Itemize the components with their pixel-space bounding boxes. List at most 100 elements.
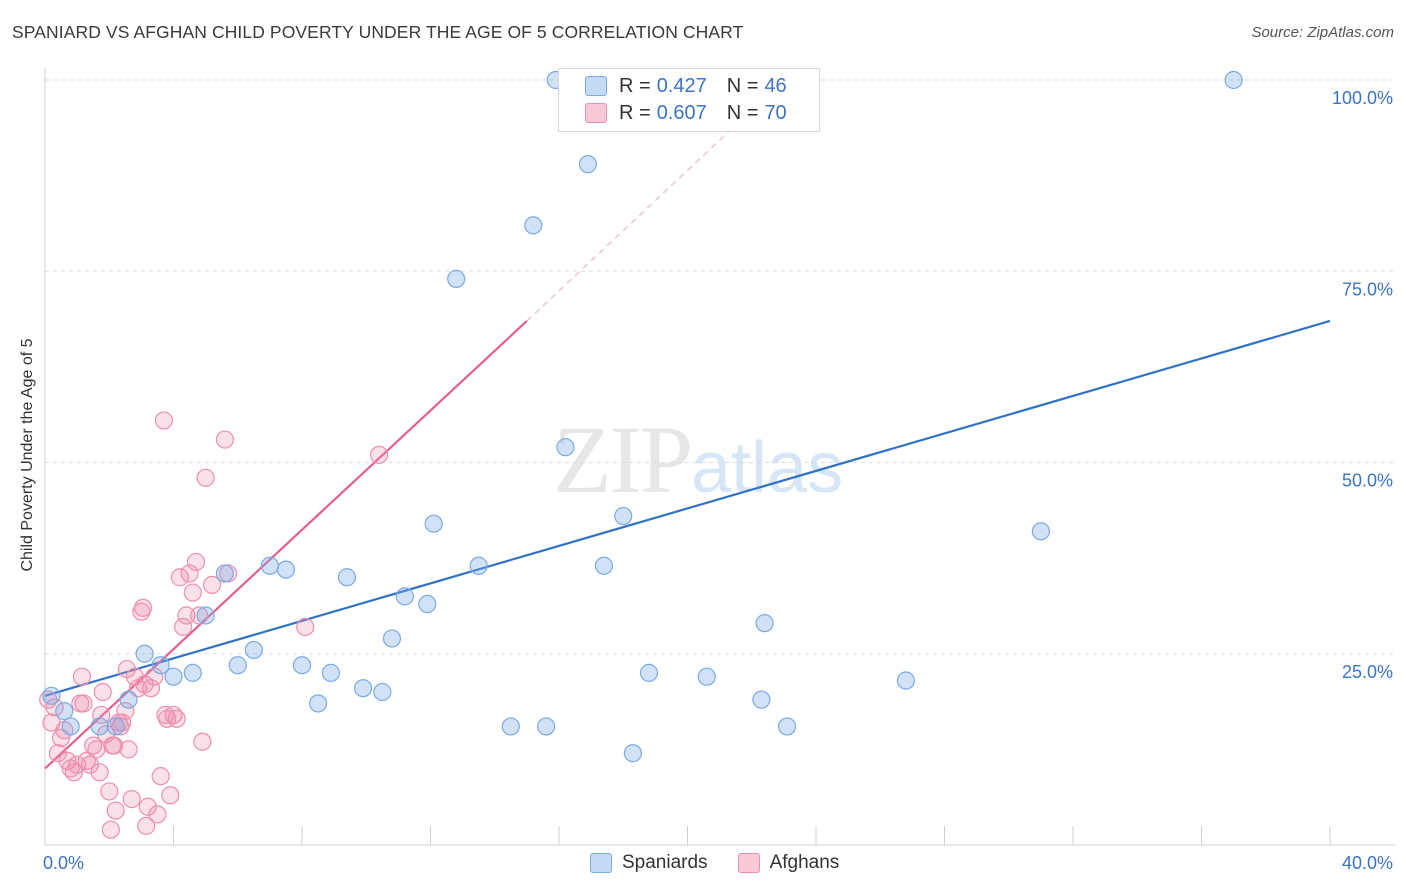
spaniard-point — [353, 679, 373, 698]
afghan-point — [48, 744, 67, 763]
afghan-point — [141, 679, 161, 698]
watermark: ZIPatlas — [553, 406, 844, 513]
legend-n-value: 70 — [764, 101, 787, 124]
spaniard-point — [424, 514, 443, 533]
afghans-trend-extension — [526, 79, 785, 322]
afghan-point — [145, 667, 164, 686]
legend-row-spaniards: R = 0.427 N = 46 — [585, 74, 787, 97]
legend-r-label: R = — [619, 74, 651, 97]
afghan-point — [138, 797, 157, 816]
spaniard-point — [537, 717, 556, 736]
spaniard-point — [614, 506, 633, 526]
afghan-point — [296, 617, 315, 637]
spaniard-point — [1224, 70, 1243, 90]
spaniard-point — [469, 556, 488, 575]
spaniard-point — [55, 702, 74, 721]
spaniards-label: Spaniards — [622, 852, 708, 873]
afghan-point — [122, 789, 141, 809]
series-legend-spaniards[interactable]: Spaniards — [590, 852, 708, 874]
afghan-point — [180, 564, 199, 583]
y-tick-label: 25.0% — [1342, 662, 1393, 682]
afghan-point — [74, 694, 93, 713]
spaniards-trend-line — [44, 319, 1331, 697]
afghan-point — [370, 445, 389, 464]
spaniard-point — [556, 438, 575, 457]
data-points — [39, 70, 1243, 839]
spaniard-point — [524, 216, 543, 235]
afghan-point — [174, 617, 193, 637]
afghans-trend-line — [44, 320, 528, 770]
spaniard-point — [752, 690, 771, 709]
correlation-legend: R = 0.427 N = 46 R = 0.607 N = 70 — [558, 68, 820, 132]
spaniards-swatch — [590, 853, 612, 873]
spaniard-point — [183, 663, 202, 682]
spaniard-point — [418, 594, 437, 614]
spaniard-point — [373, 682, 392, 702]
spaniard-point — [260, 556, 279, 575]
spaniard-point — [896, 671, 916, 690]
afghan-point — [183, 583, 202, 602]
spaniard-point — [106, 717, 125, 736]
spaniard-point — [119, 690, 138, 709]
spaniard-point — [501, 717, 520, 736]
trend-lines — [44, 79, 1331, 770]
afghan-point — [215, 430, 234, 449]
spaniard-point — [1031, 522, 1050, 541]
spaniard-point — [395, 587, 414, 606]
afghan-point — [72, 667, 92, 686]
afghan-point — [125, 667, 145, 686]
afghan-point — [101, 820, 120, 839]
afghan-point — [161, 786, 180, 805]
spaniard-point — [228, 656, 247, 675]
legend-n-label: N = — [726, 74, 759, 97]
legend-r-value: 0.427 — [656, 74, 707, 97]
axes — [44, 68, 1395, 846]
spaniard-point — [639, 663, 659, 682]
spaniard-point — [337, 568, 357, 587]
afghan-point — [68, 755, 87, 774]
afghan-point — [202, 575, 222, 595]
afghan-point — [154, 411, 173, 430]
spaniard-point — [196, 606, 215, 625]
afghan-point — [100, 782, 119, 801]
afghan-point — [133, 598, 153, 617]
series-legend-afghans[interactable]: Afghans — [737, 852, 840, 874]
afghan-point — [80, 755, 100, 774]
series-legend: Spaniards Afghans — [590, 852, 869, 874]
spaniard-point — [292, 656, 312, 675]
spaniard-point — [578, 155, 598, 174]
tick-labels: 25.0% 50.0% 75.0% 100.0% 0.0% 40.0% — [43, 88, 1393, 873]
y-tick-label: 50.0% — [1342, 471, 1393, 491]
legend-row-afghans: R = 0.607 N = 70 — [585, 101, 787, 124]
source-label: Source: ZipAtlas.com — [1251, 24, 1394, 41]
legend-swatch-afghans — [585, 103, 607, 123]
legend-swatch-spaniards — [585, 76, 607, 96]
afghan-point — [196, 468, 215, 487]
legend-n-label: N = — [726, 101, 759, 124]
spaniard-point — [215, 564, 234, 583]
afghan-point — [106, 801, 125, 820]
legend-r-value: 0.607 — [656, 101, 707, 124]
spaniard-point — [151, 656, 170, 675]
legend-r-label: R = — [619, 101, 651, 124]
spaniard-point — [164, 667, 183, 686]
afghan-point — [170, 568, 190, 587]
spaniard-point — [135, 644, 154, 663]
afghan-point — [148, 805, 167, 824]
spaniard-point — [61, 717, 80, 736]
afghan-point — [116, 702, 135, 721]
afghan-point — [93, 682, 112, 702]
legend-n-value: 46 — [764, 74, 787, 97]
spaniard-point — [447, 269, 466, 288]
x-tick-label-min: 0.0% — [43, 853, 84, 873]
spaniard-point — [42, 686, 61, 705]
afghans-label: Afghans — [769, 852, 840, 873]
y-tick-label: 100.0% — [1332, 88, 1393, 108]
spaniard-point — [382, 629, 402, 648]
afghan-point — [137, 816, 156, 835]
spaniard-point — [276, 560, 296, 579]
afghan-point — [190, 606, 209, 625]
afghan-point — [186, 552, 206, 572]
spaniard-point — [244, 640, 263, 660]
spaniard-point — [697, 667, 716, 686]
